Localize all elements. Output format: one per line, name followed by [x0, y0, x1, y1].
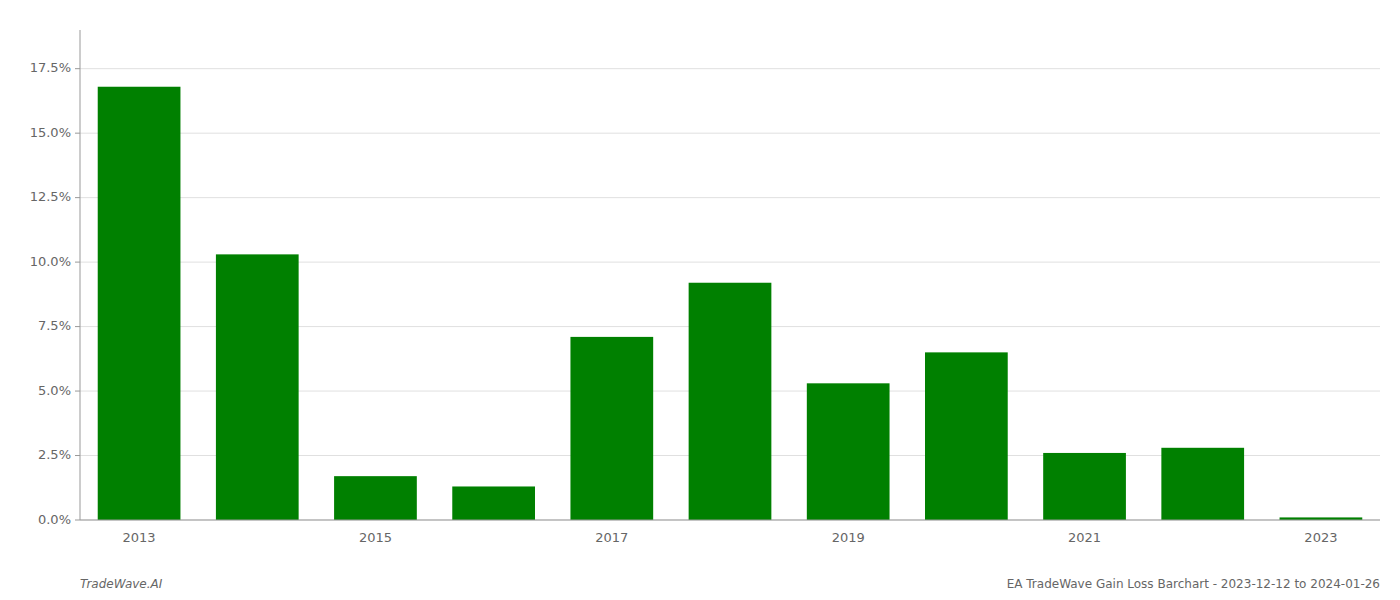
- x-tick-label: 2019: [832, 530, 865, 545]
- bar: [452, 486, 535, 520]
- bar: [925, 352, 1008, 520]
- x-tick-label: 2017: [595, 530, 628, 545]
- y-tick: [75, 455, 80, 456]
- grid-line: [80, 133, 1380, 134]
- bars: [98, 87, 1363, 520]
- y-axis: 0.0% 2.5% 5.0% 7.5% 10.0% 12.5% 15.0% 17.5%: [30, 30, 80, 527]
- bar: [1161, 448, 1244, 520]
- y-tick: [75, 68, 80, 69]
- bar: [570, 337, 653, 520]
- grid-line: [80, 68, 1380, 69]
- y-tick: [75, 133, 80, 134]
- footer-right: EA TradeWave Gain Loss Barchart - 2023-1…: [1007, 577, 1380, 591]
- chart-container: 0.0% 2.5% 5.0% 7.5% 10.0% 12.5% 15.0% 17.5% 2013…: [0, 0, 1400, 600]
- x-tick-label: 2015: [359, 530, 392, 545]
- x-axis-line: [80, 520, 1380, 521]
- bar: [334, 476, 417, 520]
- x-tick-label: 2023: [1304, 530, 1337, 545]
- x-tick-label: 2013: [123, 530, 156, 545]
- grid-line: [80, 197, 1380, 198]
- y-axis-line: [80, 30, 81, 520]
- bar: [216, 254, 299, 520]
- x-axis: 2013 2015 2017 2019 2021 2023: [80, 520, 1380, 545]
- bar: [1043, 453, 1126, 520]
- y-tick-label: 5.0%: [38, 383, 71, 398]
- y-tick: [75, 197, 80, 198]
- grid-line: [80, 520, 1380, 521]
- y-tick: [75, 391, 80, 392]
- y-tick-label: 15.0%: [30, 125, 71, 140]
- y-tick-label: 10.0%: [30, 254, 71, 269]
- y-tick: [75, 326, 80, 327]
- footer-left: TradeWave.AI: [80, 577, 163, 591]
- x-tick-label: 2021: [1068, 530, 1101, 545]
- y-tick: [75, 262, 80, 263]
- bar: [807, 383, 890, 520]
- bar: [98, 87, 181, 520]
- y-tick-label: 0.0%: [38, 512, 71, 527]
- grid: [80, 69, 1380, 520]
- bar: [689, 283, 772, 520]
- y-tick-label: 17.5%: [30, 60, 71, 75]
- y-tick: [75, 520, 80, 521]
- y-tick-label: 7.5%: [38, 318, 71, 333]
- chart-svg: 0.0% 2.5% 5.0% 7.5% 10.0% 12.5% 15.0% 17.5% 2013…: [0, 0, 1400, 600]
- y-tick-label: 12.5%: [30, 189, 71, 204]
- y-tick-label: 2.5%: [38, 447, 71, 462]
